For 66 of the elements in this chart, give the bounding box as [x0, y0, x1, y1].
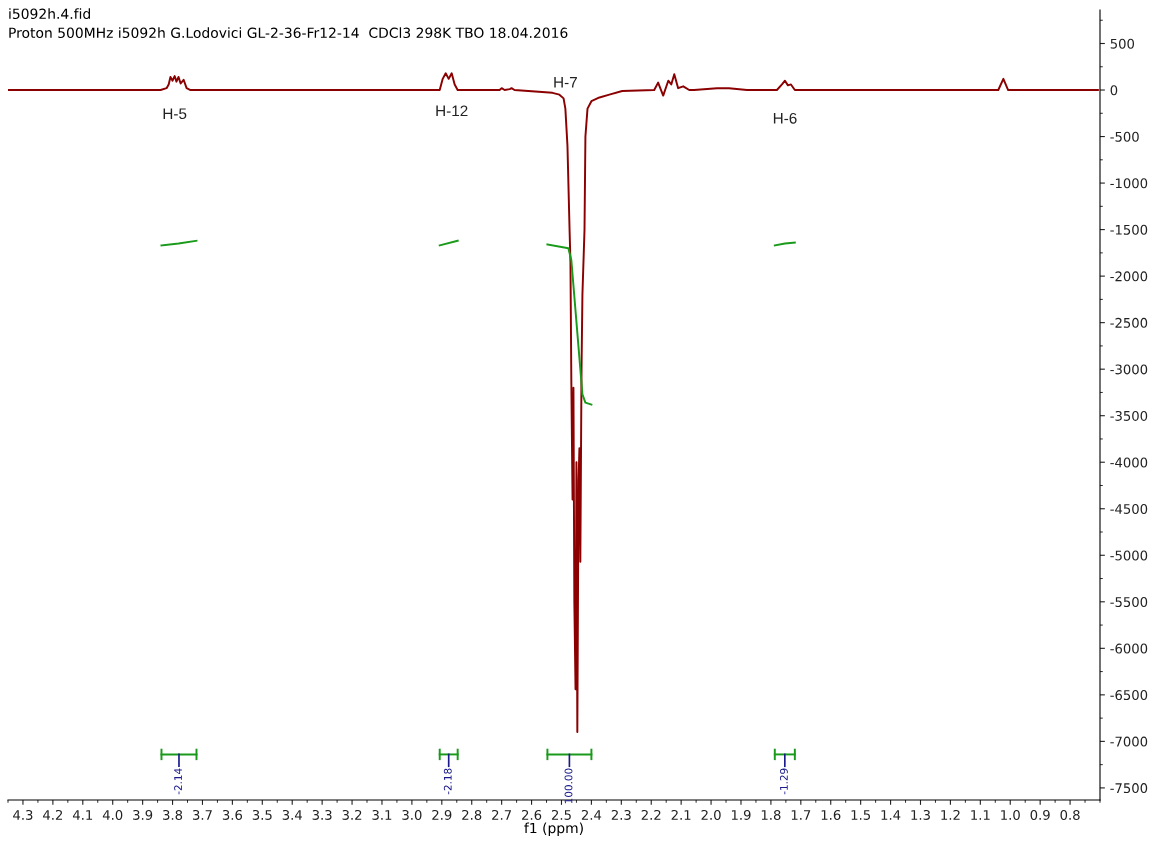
y-tick-label: -1500 [1110, 224, 1148, 235]
x-tick-label: 4.0 [102, 809, 123, 820]
x-tick-label: 2.2 [641, 809, 661, 820]
line-series [546, 243, 593, 406]
y-tick-label: 0 [1110, 85, 1118, 96]
x-tick-label: 3.7 [192, 809, 212, 820]
annotation: 100.00 [564, 768, 573, 804]
y-tick-label: -6500 [1110, 690, 1148, 701]
y-tick-label: -7000 [1110, 736, 1148, 747]
annotation: -2.18 [443, 768, 452, 795]
x-tick-label: 2.5 [551, 809, 571, 820]
x-tick-label: 1.3 [911, 809, 930, 820]
x-tick-label: 3.4 [282, 809, 302, 820]
x-tick-label: 3.2 [342, 809, 362, 820]
x-tick-label: 0.8 [1060, 809, 1080, 820]
y-tick-label: -5000 [1110, 550, 1148, 561]
y-tick-label: -2000 [1110, 271, 1148, 282]
x-tick-label: 2.8 [462, 809, 482, 820]
x-tick-label: 3.5 [252, 809, 272, 820]
y-tick-label: -500 [1110, 131, 1139, 142]
y-tick-label: 500 [1110, 38, 1135, 49]
x-tick-label: 2.3 [611, 809, 631, 820]
y-tick-label: -5500 [1110, 597, 1148, 607]
x-tick-label: 3.3 [312, 809, 332, 820]
x-tick-label: 3.1 [372, 809, 392, 820]
x-tick-label: 1.8 [761, 809, 781, 820]
x-tick-label: 4.2 [43, 809, 63, 820]
y-tick-label: -1000 [1110, 178, 1148, 189]
line-series [8, 72, 1099, 734]
x-tick-label: 2.0 [701, 809, 721, 820]
y-tick-label: -4000 [1110, 457, 1148, 468]
y-tick-label: -6000 [1110, 643, 1148, 654]
annotation: H-7 [554, 77, 577, 88]
annotation: H-6 [773, 112, 797, 124]
y-tick-label: -7500 [1110, 783, 1148, 794]
x-tick-label: 1.4 [881, 810, 901, 820]
x-axis-title: f1 (ppm) [524, 822, 583, 836]
x-tick-label: 3.6 [222, 809, 243, 820]
x-tick-label: 0.9 [1030, 809, 1050, 820]
x-tick-label: 1.0 [1001, 809, 1020, 820]
x-tick-label: 1.2 [941, 809, 960, 820]
annotation: H-5 [163, 108, 187, 120]
y-tick-label: -4500 [1110, 503, 1148, 514]
x-tick-label: 4.3 [13, 809, 33, 820]
annotation: -1.29 [779, 768, 788, 795]
x-tick-label: 1.9 [731, 809, 751, 820]
x-tick-label: 3.0 [402, 809, 422, 820]
x-tick-label: 2.6 [522, 809, 542, 820]
x-tick-label: 1.7 [791, 810, 811, 820]
x-tick-label: 1.1 [971, 810, 990, 820]
x-tick-label: 2.4 [581, 809, 602, 820]
y-tick-label: -3000 [1110, 364, 1148, 375]
chart-title: i5092h.4.fid [9, 8, 90, 20]
annotation: H-12 [436, 105, 468, 117]
x-tick-label: 2.9 [432, 809, 452, 820]
x-tick-label: 3.9 [133, 809, 153, 820]
x-tick-label: 1.6 [821, 809, 841, 820]
x-tick-label: 2.1 [671, 809, 691, 820]
x-tick-label: 2.7 [492, 809, 512, 820]
x-tick-label: 4.1 [72, 810, 93, 820]
text: Proton 500MHz i5092h G.Lodovici GL-2-36-Fr12-14 CDCl3 298K TBO 18.04.2016 [9, 27, 568, 39]
annotation: -2.14 [174, 768, 182, 795]
x-tick-label: 1.5 [851, 810, 870, 820]
y-tick-label: -2500 [1110, 317, 1148, 328]
x-tick-label: 3.8 [163, 809, 183, 820]
y-tick-label: -3500 [1110, 410, 1148, 421]
